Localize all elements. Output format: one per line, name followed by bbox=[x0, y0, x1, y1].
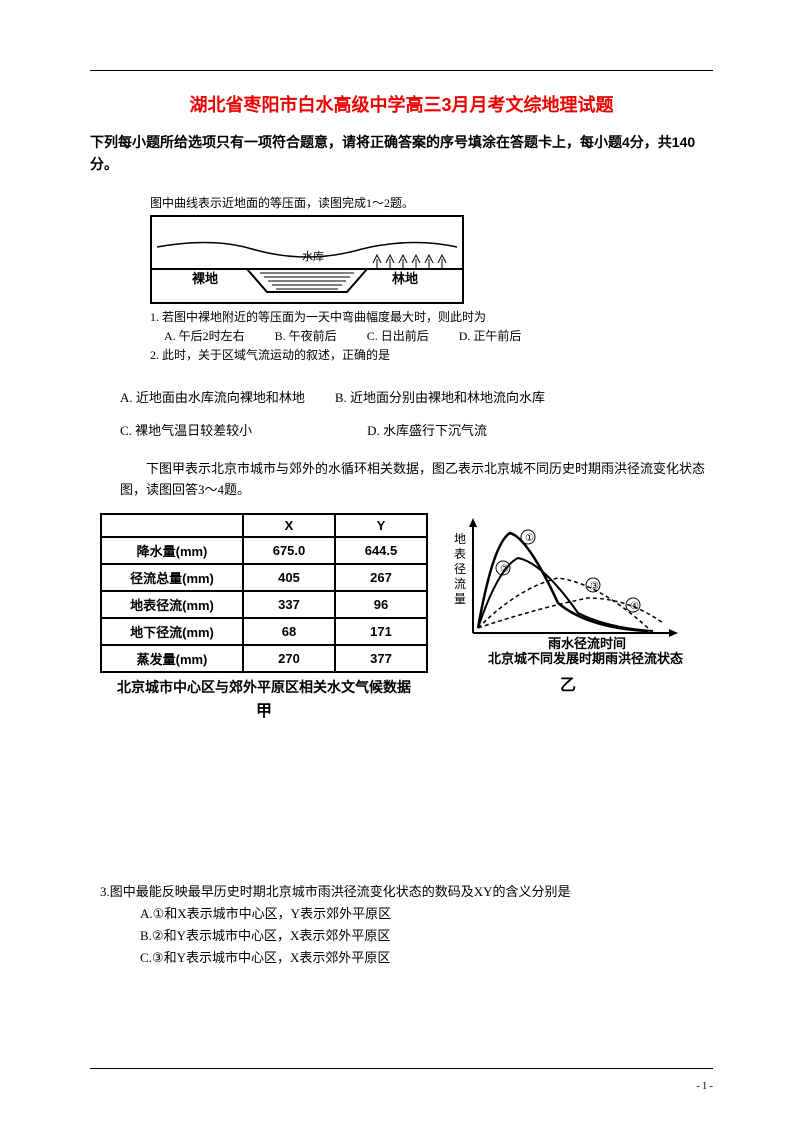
q3-stem: 3.图中最能反映最早历史时期北京城市雨洪径流变化状态的数码及XY的含义分别是 bbox=[100, 881, 713, 903]
cell: 270 bbox=[243, 645, 335, 672]
cell: 171 bbox=[335, 618, 427, 645]
table-row: 蒸发量(mm)270377 bbox=[101, 645, 427, 672]
q1-opt-a: A. 午后2时左右 bbox=[164, 327, 245, 346]
table-sub-label: 甲 bbox=[100, 697, 428, 721]
graph-yi-container: 地 表 径 流 量 ① ② ③ ④ 雨水 bbox=[448, 513, 688, 695]
table-caption: 北京城市中心区与郊外平原区相关水文气候数据 bbox=[100, 677, 428, 697]
ylabel-5: 量 bbox=[454, 592, 466, 606]
ylabel-1: 地 bbox=[454, 532, 466, 546]
q2-opt-c: C. 裸地气温日较差较小 bbox=[120, 420, 252, 439]
ylabel-4: 流 bbox=[454, 577, 466, 591]
fig1-label-right: 林地 bbox=[392, 271, 418, 286]
paragraph-jia: 下图甲表示北京市城市与郊外的水循环相关数据，图乙表示北京城不同历史时期雨洪径流变… bbox=[120, 459, 713, 501]
cell: 蒸发量(mm) bbox=[101, 645, 243, 672]
cell: 地表径流(mm) bbox=[101, 591, 243, 618]
table-row: 地下径流(mm)68171 bbox=[101, 618, 427, 645]
cell: 267 bbox=[335, 564, 427, 591]
cell: 405 bbox=[243, 564, 335, 591]
th-x: X bbox=[243, 514, 335, 537]
table-row: 地表径流(mm)33796 bbox=[101, 591, 427, 618]
cell: 地下径流(mm) bbox=[101, 618, 243, 645]
fig1-label-center: 水库 bbox=[302, 250, 324, 263]
q2-opt-a: A. 近地面由水库流向裸地和林地 bbox=[120, 387, 305, 406]
cell: 径流总量(mm) bbox=[101, 564, 243, 591]
fig1-label-left: 裸地 bbox=[192, 271, 218, 286]
marker-3: ③ bbox=[590, 581, 599, 592]
th-y: Y bbox=[335, 514, 427, 537]
marker-4: ④ bbox=[630, 601, 639, 612]
table-row: 径流总量(mm)405267 bbox=[101, 564, 427, 591]
cell: 降水量(mm) bbox=[101, 537, 243, 564]
cell: 337 bbox=[243, 591, 335, 618]
table-header-row: X Y bbox=[101, 514, 427, 537]
q2-opt-d: D. 水库盛行下沉气流 bbox=[367, 420, 487, 439]
page-number: - 1 - bbox=[696, 1081, 713, 1092]
th-blank bbox=[101, 514, 243, 537]
table-jia-container: X Y 降水量(mm)675.0644.5 径流总量(mm)405267 地表径… bbox=[100, 513, 428, 721]
cell: 675.0 bbox=[243, 537, 335, 564]
figure1-diagram: 水库 裸地 林地 bbox=[150, 215, 464, 304]
ylabel-2: 表 bbox=[454, 547, 466, 561]
q1-opt-c: C. 日出前后 bbox=[367, 327, 429, 346]
question-3-block: 3.图中最能反映最早历史时期北京城市雨洪径流变化状态的数码及XY的含义分别是 A… bbox=[100, 881, 713, 969]
cell: 644.5 bbox=[335, 537, 427, 564]
q3-opt-a: A.①和X表示城市中心区，Y表示郊外平原区 bbox=[140, 903, 713, 925]
xlabel: 雨水径流时间 bbox=[548, 636, 626, 651]
ylabel-3: 径 bbox=[454, 562, 466, 576]
graph-yi-caption: 北京城不同发展时期雨洪径流状态 bbox=[488, 651, 683, 666]
water-cycle-table: X Y 降水量(mm)675.0644.5 径流总量(mm)405267 地表径… bbox=[100, 513, 428, 673]
q1-opt-b: B. 午夜前后 bbox=[275, 327, 337, 346]
bottom-rule bbox=[90, 1068, 713, 1069]
cell: 68 bbox=[243, 618, 335, 645]
q3-opt-b: B.②和Y表示城市中心区，X表示郊外平原区 bbox=[140, 925, 713, 947]
table-row: 降水量(mm)675.0644.5 bbox=[101, 537, 427, 564]
graph-yi-sub: 乙 bbox=[448, 671, 688, 695]
instructions-text: 下列每小题所给选项只有一项符合题意，请将正确答案的序号填涂在答题卡上，每小题4分… bbox=[90, 131, 713, 176]
page-title: 湖北省枣阳市白水高级中学高三3月月考文综地理试题 bbox=[90, 91, 713, 117]
top-rule bbox=[90, 70, 713, 71]
q1-stem: 1. 若图中裸地附近的等压面为一天中弯曲幅度最大时，则此时为 bbox=[150, 308, 713, 327]
runoff-graph-svg: 地 表 径 流 量 ① ② ③ ④ 雨水 bbox=[448, 513, 688, 668]
q3-options: A.①和X表示城市中心区，Y表示郊外平原区 B.②和Y表示城市中心区，X表示郊外… bbox=[140, 903, 713, 969]
q2-opt-b: B. 近地面分别由裸地和林地流向水库 bbox=[335, 387, 545, 406]
q2-stem: 2. 此时，关于区域气流运动的叙述，正确的是 bbox=[150, 346, 713, 365]
page-container: 湖北省枣阳市白水高级中学高三3月月考文综地理试题 下列每小题所给选项只有一项符合… bbox=[0, 0, 793, 1122]
q3-opt-c: C.③和Y表示城市中心区，X表示郊外平原区 bbox=[140, 947, 713, 969]
cell: 377 bbox=[335, 645, 427, 672]
q2-options-row2: C. 裸地气温日较差较小 D. 水库盛行下沉气流 bbox=[120, 420, 713, 439]
question-1-block: 1. 若图中裸地附近的等压面为一天中弯曲幅度最大时，则此时为 A. 午后2时左右… bbox=[150, 308, 713, 366]
figure1-container: 水库 裸地 林地 bbox=[150, 215, 713, 304]
cross-section-svg: 水库 裸地 林地 bbox=[152, 217, 462, 302]
figure1-caption: 图中曲线表示近地面的等压面，读图完成1～2题。 bbox=[150, 194, 713, 211]
q2-options-row1: A. 近地面由水库流向裸地和林地 B. 近地面分别由裸地和林地流向水库 bbox=[120, 387, 713, 406]
marker-1: ① bbox=[525, 533, 534, 544]
q1-opt-d: D. 正午前后 bbox=[459, 327, 522, 346]
cell: 96 bbox=[335, 591, 427, 618]
figure-row: X Y 降水量(mm)675.0644.5 径流总量(mm)405267 地表径… bbox=[100, 513, 713, 721]
marker-2: ② bbox=[500, 564, 509, 575]
